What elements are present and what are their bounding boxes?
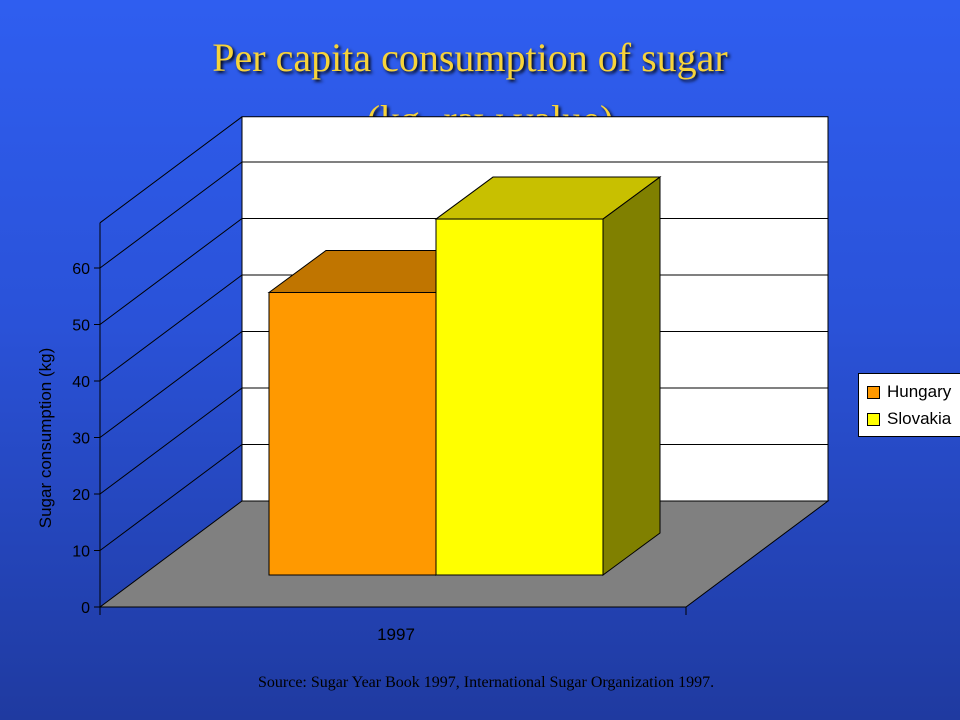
y-tick-label: 30	[72, 431, 90, 448]
slide-title: Per capita consumption of sugar	[212, 35, 728, 80]
y-axis-label: Sugar consumption (kg)	[36, 348, 55, 528]
legend-label-slovakia: Slovakia	[887, 409, 952, 428]
bar-side-slovakia	[602, 176, 661, 576]
x-tick-label: 1997	[377, 625, 415, 644]
y-tick-label: 20	[72, 487, 90, 504]
y-tick-label: 10	[72, 544, 90, 561]
gridline-side	[99, 274, 243, 382]
legend-swatch-hungary	[867, 386, 880, 399]
y-tick-label: 60	[72, 261, 90, 278]
gridline-side	[99, 387, 243, 495]
chart-legend: Hungary Slovakia	[858, 373, 960, 437]
y-tick-label: 50	[72, 318, 90, 335]
gridline-side	[99, 161, 243, 269]
gridline-side	[99, 444, 243, 551]
bar-hungary	[268, 292, 437, 576]
gridline-side	[99, 331, 243, 438]
bar-slovakia	[435, 218, 604, 576]
legend-swatch-slovakia	[867, 413, 880, 426]
legend-label-hungary: Hungary	[887, 382, 952, 401]
gridline-side	[99, 116, 243, 224]
gridline-side	[99, 218, 243, 325]
y-tick-label: 0	[81, 600, 90, 617]
source-note: Source: Sugar Year Book 1997, Internatio…	[258, 674, 715, 691]
y-tick-label: 40	[72, 374, 90, 391]
